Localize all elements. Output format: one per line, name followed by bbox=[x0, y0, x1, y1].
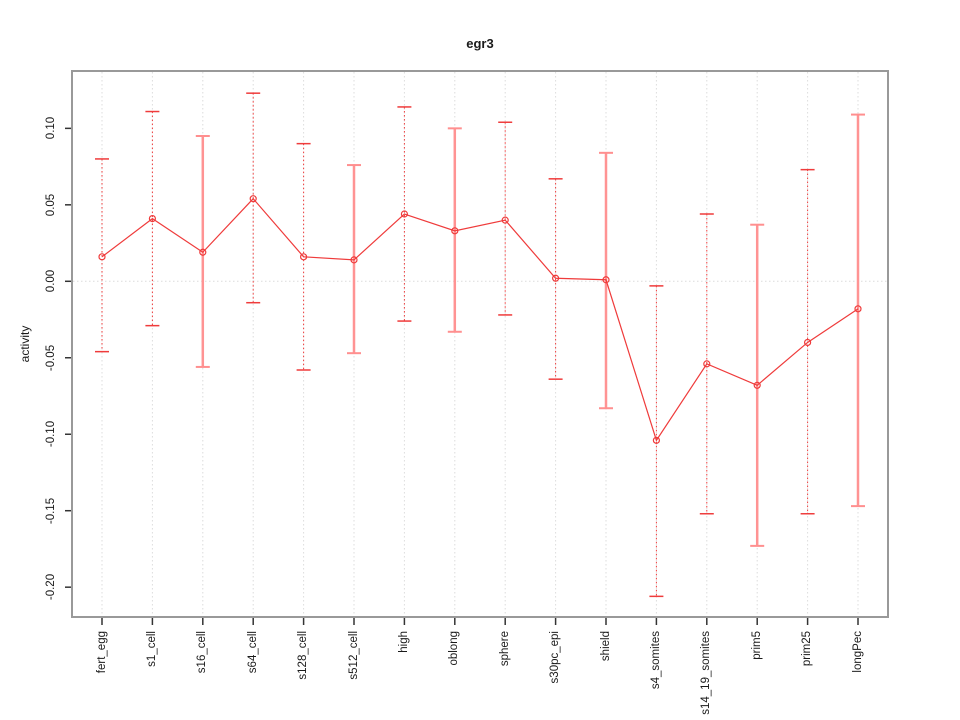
x-tick-label: s30pc_epi bbox=[549, 631, 562, 684]
data-point bbox=[300, 253, 308, 261]
y-tick-label: 0.05 bbox=[44, 193, 57, 217]
x-tick-label: fert_egg bbox=[95, 631, 108, 674]
data-point bbox=[199, 248, 207, 256]
data-point bbox=[501, 216, 509, 224]
x-tick-label: oblong bbox=[448, 631, 461, 666]
x-tick-label: s64_cell bbox=[246, 631, 259, 674]
y-tick-label: 0.10 bbox=[44, 117, 57, 140]
data-point bbox=[350, 256, 358, 264]
x-tick-label: longPec bbox=[851, 631, 864, 673]
x-tick-label: prim25 bbox=[801, 631, 814, 667]
data-point bbox=[753, 381, 761, 389]
data-point bbox=[98, 253, 106, 261]
x-tick-label: s1_cell bbox=[145, 631, 158, 667]
x-tick-label: s512_cell bbox=[347, 631, 360, 680]
x-tick-label: prim5 bbox=[750, 631, 763, 660]
y-tick-label: -0.20 bbox=[44, 574, 57, 601]
y-tick-label: 0.00 bbox=[44, 270, 57, 293]
x-tick-label: shield bbox=[599, 631, 612, 662]
x-tick-label: high bbox=[397, 631, 410, 653]
y-tick-label: -0.15 bbox=[44, 497, 57, 524]
data-point bbox=[854, 305, 862, 313]
data-point bbox=[803, 338, 812, 347]
data-point bbox=[249, 195, 257, 203]
y-tick-label: -0.05 bbox=[44, 344, 57, 371]
x-tick-label: s128_cell bbox=[297, 631, 310, 680]
x-tick-label: s4_somites bbox=[649, 631, 662, 690]
data-point bbox=[400, 210, 408, 218]
x-tick-label: sphere bbox=[498, 631, 511, 667]
y-tick-label: -0.10 bbox=[44, 421, 57, 448]
data-line bbox=[101, 197, 859, 442]
plot-box bbox=[71, 70, 889, 618]
x-tick-label: s16_cell bbox=[196, 631, 209, 674]
chart-title: egr3 bbox=[466, 36, 494, 51]
x-tick-label: s14_19_somites bbox=[700, 631, 713, 715]
data-point bbox=[652, 436, 661, 444]
data-point bbox=[451, 227, 459, 235]
data-point bbox=[703, 360, 711, 368]
data-point bbox=[602, 276, 610, 284]
data-point bbox=[551, 274, 560, 282]
data-point bbox=[148, 214, 156, 223]
